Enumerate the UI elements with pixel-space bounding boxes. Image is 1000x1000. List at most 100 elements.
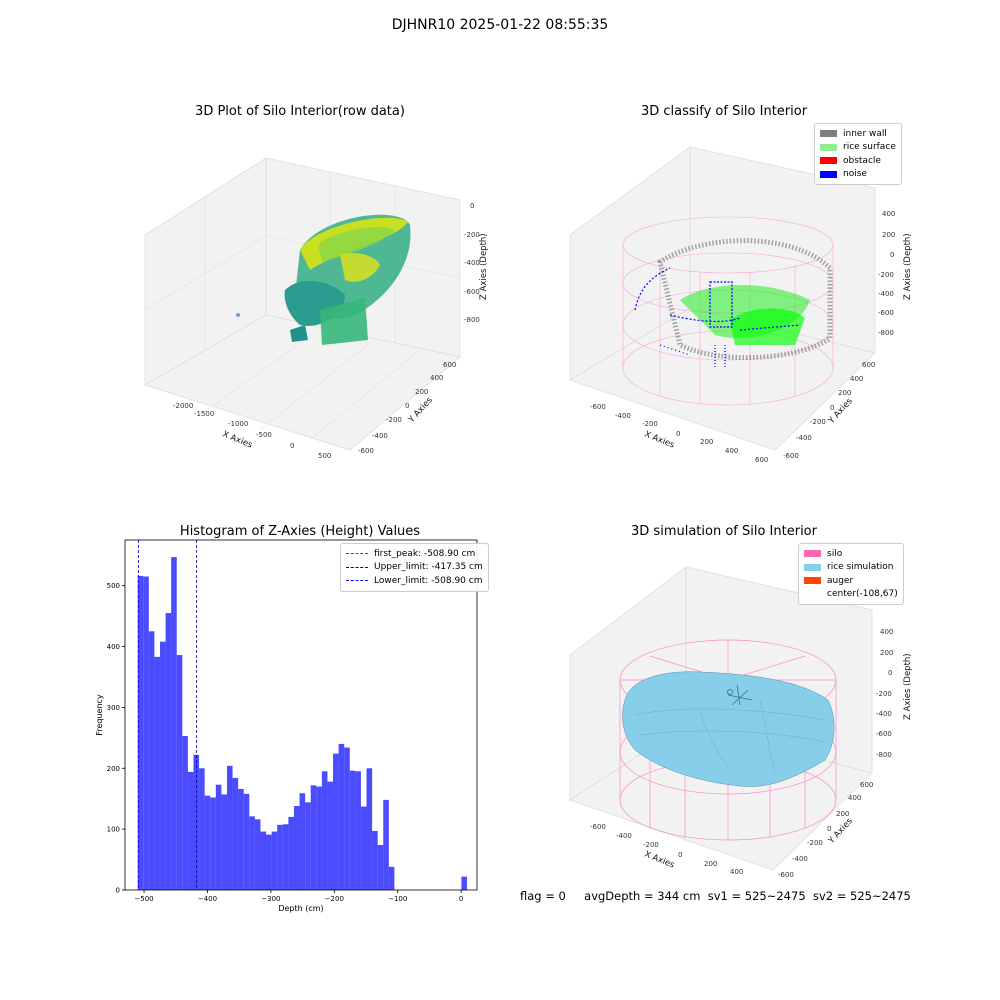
legend-swatch <box>820 157 837 165</box>
histogram-frame <box>124 539 478 891</box>
y-axis-label: Frequency <box>95 694 104 736</box>
histogram-bar <box>182 736 188 890</box>
histogram-bar <box>254 819 261 890</box>
histogram-bar <box>187 771 194 890</box>
x-axis-label: Depth (cm) <box>278 904 323 913</box>
inner-wall-points <box>657 238 833 361</box>
legend-item: first_peak: -508.90 cm <box>346 547 483 561</box>
histogram-bar <box>165 613 172 890</box>
legend-item: silo <box>804 547 898 561</box>
histogram-bar <box>305 802 311 890</box>
x-tick: -500 <box>256 431 272 439</box>
x-tick-label: 0 <box>459 895 463 903</box>
x-tick: 0 <box>290 442 294 450</box>
legend-swatch <box>804 563 821 571</box>
histogram-bar <box>215 784 222 890</box>
y-tick: 200 <box>415 388 428 396</box>
panel-1-point-cloud <box>236 214 411 345</box>
legend-item: inner wall <box>820 127 896 141</box>
histogram-legend: first_peak: -508.90 cm Upper_limit: -417… <box>340 543 489 592</box>
x-tick: -2000 <box>173 402 193 410</box>
noise-points <box>634 267 801 368</box>
panel-1-title: 3D Plot of Silo Interior(row data) <box>195 104 405 119</box>
z-tick: 0 <box>888 669 892 677</box>
histogram-bar <box>338 743 345 890</box>
x-tick: 600 <box>755 456 768 464</box>
x-tick-label: −500 <box>134 895 153 903</box>
y-tick: -200 <box>386 416 402 424</box>
legend-item: Lower_limit: -508.90 cm <box>346 574 483 588</box>
z-tick: -200 <box>464 231 480 239</box>
histogram-bar <box>232 778 239 890</box>
histogram-bar <box>199 768 205 890</box>
y-tick: -600 <box>783 452 799 460</box>
histogram-bar <box>366 768 373 890</box>
histogram-bar <box>316 786 322 890</box>
status-line: flag = 0 avgDepth = 344 cm sv1 = 525~247… <box>520 889 911 903</box>
histogram-bar <box>461 876 467 890</box>
histogram-bar <box>137 575 144 890</box>
y-tick: 600 <box>862 361 875 369</box>
x-tick: -400 <box>616 832 632 840</box>
x-tick: -200 <box>643 841 659 849</box>
x-tick: -600 <box>590 403 606 411</box>
z-tick: -600 <box>464 288 480 296</box>
y-tick: 400 <box>850 375 863 383</box>
y-tick: -200 <box>807 839 823 847</box>
histogram-bar <box>160 641 166 890</box>
z-tick: 0 <box>890 251 894 259</box>
figure-title: DJHNR10 2025-01-22 08:55:35 <box>391 17 609 33</box>
z-tick: -200 <box>876 690 892 698</box>
histogram-bar <box>299 793 306 890</box>
z-tick: -600 <box>876 730 892 738</box>
legend-swatch <box>804 591 821 598</box>
histogram-bar <box>310 785 317 890</box>
legend-item: rice simulation <box>804 561 898 575</box>
histogram-bar <box>282 824 289 890</box>
histogram-bar <box>221 794 227 890</box>
histogram-bar <box>243 793 250 890</box>
histogram-bar <box>327 781 334 890</box>
histogram-bar <box>388 866 395 890</box>
histogram-bar <box>333 753 339 890</box>
x-tick: -200 <box>642 420 658 428</box>
z-tick: 200 <box>880 649 893 657</box>
legend-item: auger <box>804 574 898 588</box>
y-tick: -400 <box>372 432 388 440</box>
panel-2-title: 3D classify of Silo Interior <box>640 104 808 119</box>
sv1-value: sv1 = 525~2475 <box>707 889 806 903</box>
z-tick: 400 <box>880 628 893 636</box>
z-axis-label: Z Axies (Depth) <box>903 653 913 720</box>
y-tick: -600 <box>778 871 794 879</box>
y-tick-label: 100 <box>107 826 120 834</box>
y-tick-label: 400 <box>107 643 120 651</box>
legend-item: noise <box>820 168 896 182</box>
y-tick: -400 <box>792 855 808 863</box>
y-tick: -200 <box>810 418 826 426</box>
x-tick: 200 <box>704 860 717 868</box>
histogram-bar <box>226 765 233 890</box>
legend-item: Upper_limit: -417.35 cm <box>346 561 483 575</box>
histogram-bar <box>271 831 278 890</box>
x-tick-label: −300 <box>261 895 280 903</box>
histogram-bar <box>383 799 389 890</box>
histogram-bar <box>260 831 267 890</box>
histogram-bar <box>377 844 384 890</box>
auger-marker <box>727 684 753 706</box>
x-tick: 0 <box>676 430 680 438</box>
histogram-bar <box>154 656 161 890</box>
legend-swatch <box>804 577 821 585</box>
panel-2-legend: inner wall rice surface obstacle noise <box>814 123 902 185</box>
x-tick-label: −200 <box>325 895 344 903</box>
panel-1-plot: -2000 -1500 -1000 -500 0 500 -600 -400 -… <box>144 157 489 460</box>
panel-2-plot: -600 -400 -200 0 200 400 600 -600 -400 -… <box>569 146 913 464</box>
histogram-plot: −500 −400 −300 −200 −100 0 0 100 200 300 400 500 D… <box>95 539 478 913</box>
histogram-bar <box>355 771 361 890</box>
z-tick: -400 <box>464 259 480 267</box>
histogram-bar <box>143 576 149 890</box>
y-tick-label: 200 <box>107 765 120 773</box>
y-tick-label: 0 <box>116 887 120 895</box>
x-tick: -400 <box>615 412 631 420</box>
histogram-bar <box>176 655 183 890</box>
legend-swatch <box>804 550 821 558</box>
